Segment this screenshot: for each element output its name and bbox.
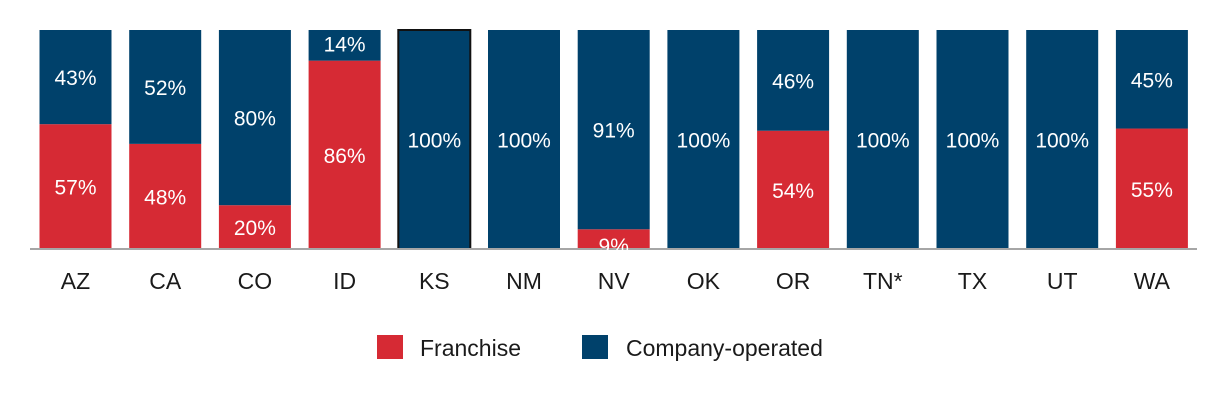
bar-company-operated-ok [667,30,740,249]
category-label-tn: TN* [863,268,903,294]
bar-franchise-ca [129,143,202,249]
data-label-company-operated-ca: 52% [144,77,186,100]
bar-franchise-id [308,60,381,249]
legend-swatch-franchise [377,335,403,359]
category-label-id: ID [333,268,356,294]
bar-company-operated-az [39,30,112,125]
bar-franchise-or [757,130,830,249]
category-label-ut: UT [1047,268,1078,294]
bar-company-operated-or [757,30,830,131]
bar-franchise-wa [1115,128,1188,249]
bars-group [39,29,1188,250]
data-label-company-operated-wa: 45% [1131,69,1173,92]
category-label-tx: TX [958,268,987,294]
category-label-ks: KS [419,268,450,294]
data-label-franchise-id: 86% [324,145,366,168]
data-label-company-operated-nm: 100% [497,130,551,153]
data-label-company-operated-az: 43% [54,67,96,90]
bar-company-operated-co [218,30,291,206]
bar-company-operated-nm [488,30,560,249]
category-label-ca: CA [149,268,182,294]
bar-company-operated-ks [397,29,472,250]
bar-franchise-az [39,124,112,249]
bar-company-operated-nv [577,30,650,230]
legend: Franchise Company-operated [377,335,823,361]
data-label-company-operated-ut: 100% [1035,130,1089,153]
data-label-company-operated-ks: 100% [407,130,461,153]
data-label-company-operated-id: 14% [324,33,366,56]
category-label-co: CO [238,268,273,294]
data-label-franchise-wa: 55% [1131,179,1173,202]
category-label-or: OR [776,268,811,294]
bar-franchise-nv [577,229,650,249]
bar-company-operated-tx [936,30,1009,249]
data-label-franchise-nv: 9% [599,235,629,258]
data-label-franchise-co: 20% [234,217,276,240]
data-label-company-operated-ok: 100% [677,130,731,153]
data-labels-group: 57% 43% 48% 52% 20% 80% 86% 14% 100% 100% 9% 91% 100… [54,33,1172,258]
legend-label-company-operated: Company-operated [626,335,823,361]
data-label-company-operated-nv: 91% [593,120,635,143]
category-label-nv: NV [598,268,631,294]
data-label-company-operated-tx: 100% [946,130,1000,153]
legend-label-franchise: Franchise [420,335,521,361]
data-label-company-operated-tn: 100% [856,130,910,153]
bar-company-operated-tn [846,30,919,249]
data-label-franchise-az: 57% [54,177,96,200]
category-label-wa: WA [1134,268,1171,294]
data-label-company-operated-or: 46% [772,70,814,93]
bar-franchise-co [218,205,291,249]
category-label-ok: OK [687,268,721,294]
bar-company-operated-wa [1115,30,1188,129]
data-label-franchise-or: 54% [772,180,814,203]
data-label-franchise-ca: 48% [144,186,186,209]
legend-swatch-company-operated [582,335,608,359]
category-label-az: AZ [61,268,90,294]
bar-company-operated-id [308,30,381,61]
bar-company-operated-ut [1026,30,1099,249]
category-labels-group: AZ CA CO ID KS NM NV OK OR TN* TX UT WA [61,268,1171,294]
category-label-nm: NM [506,268,542,294]
data-label-company-operated-co: 80% [234,108,276,131]
bar-company-operated-ca [129,30,202,144]
